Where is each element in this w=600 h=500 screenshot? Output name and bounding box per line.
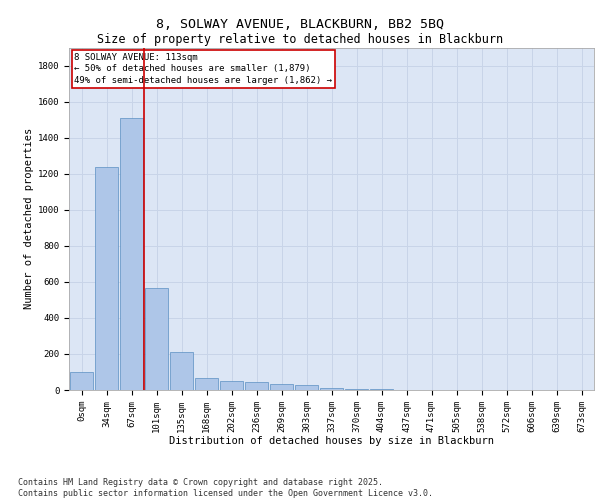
Bar [195, 378, 218, 390]
Bar [295, 386, 318, 390]
X-axis label: Distribution of detached houses by size in Blackburn: Distribution of detached houses by size … [169, 436, 494, 446]
Bar [145, 288, 168, 390]
Bar [170, 352, 193, 390]
Y-axis label: Number of detached properties: Number of detached properties [23, 128, 34, 310]
Text: 8 SOLWAY AVENUE: 113sqm
← 50% of detached houses are smaller (1,879)
49% of semi: 8 SOLWAY AVENUE: 113sqm ← 50% of detache… [74, 52, 332, 85]
Bar [320, 388, 343, 390]
Bar [245, 382, 268, 390]
Text: 8, SOLWAY AVENUE, BLACKBURN, BB2 5BQ: 8, SOLWAY AVENUE, BLACKBURN, BB2 5BQ [156, 18, 444, 30]
Bar [270, 384, 293, 390]
Bar [120, 118, 143, 390]
Bar [70, 372, 93, 390]
Text: Size of property relative to detached houses in Blackburn: Size of property relative to detached ho… [97, 32, 503, 46]
Bar [345, 389, 368, 390]
Bar [95, 168, 118, 390]
Bar [220, 380, 243, 390]
Text: Contains HM Land Registry data © Crown copyright and database right 2025.
Contai: Contains HM Land Registry data © Crown c… [18, 478, 433, 498]
